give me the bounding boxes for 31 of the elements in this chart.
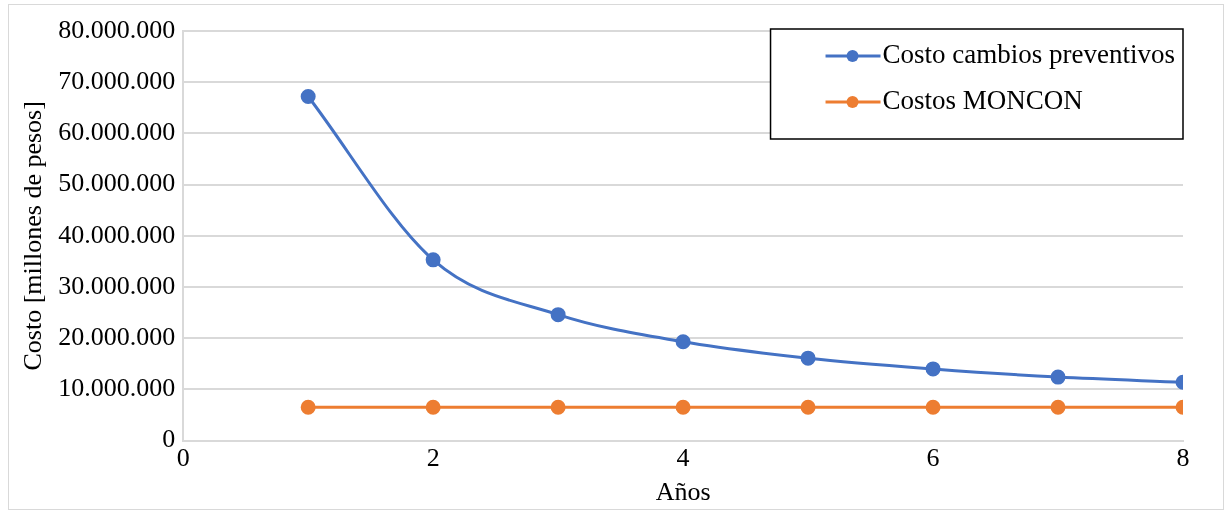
y-axis-title: Costo [millones de pesos] bbox=[18, 101, 48, 371]
point bbox=[925, 399, 941, 415]
x-tick-label: 8 bbox=[1176, 443, 1190, 473]
point bbox=[1050, 399, 1066, 415]
point bbox=[1050, 369, 1066, 385]
point bbox=[550, 399, 566, 415]
x-tick-label: 4 bbox=[676, 443, 690, 473]
x-tick-label: 2 bbox=[426, 443, 440, 473]
point bbox=[800, 350, 816, 366]
x-axis-title: Años bbox=[655, 477, 711, 507]
y-tick-label: 70.000.000 bbox=[58, 66, 176, 96]
y-tick-label: 10.000.000 bbox=[58, 373, 176, 403]
point bbox=[300, 399, 316, 415]
y-tick-label: 30.000.000 bbox=[58, 270, 176, 300]
y-tick-label: 0 bbox=[162, 424, 176, 454]
x-tick-label: 6 bbox=[926, 443, 940, 473]
y-tick-label: 40.000.000 bbox=[58, 219, 176, 249]
y-tick-label: 80.000.000 bbox=[58, 14, 176, 44]
legend-label: Costo cambios preventivos bbox=[882, 39, 1175, 70]
point bbox=[925, 361, 941, 377]
point bbox=[675, 399, 691, 415]
point bbox=[800, 399, 816, 415]
point bbox=[550, 307, 566, 323]
y-tick-label: 60.000.000 bbox=[58, 117, 176, 147]
legend-label: Costos MONCON bbox=[882, 85, 1083, 116]
point bbox=[300, 89, 316, 105]
point bbox=[675, 334, 691, 350]
point bbox=[425, 252, 441, 268]
y-tick-label: 50.000.000 bbox=[58, 168, 176, 198]
y-tick-label: 20.000.000 bbox=[58, 322, 176, 352]
point bbox=[425, 399, 441, 415]
